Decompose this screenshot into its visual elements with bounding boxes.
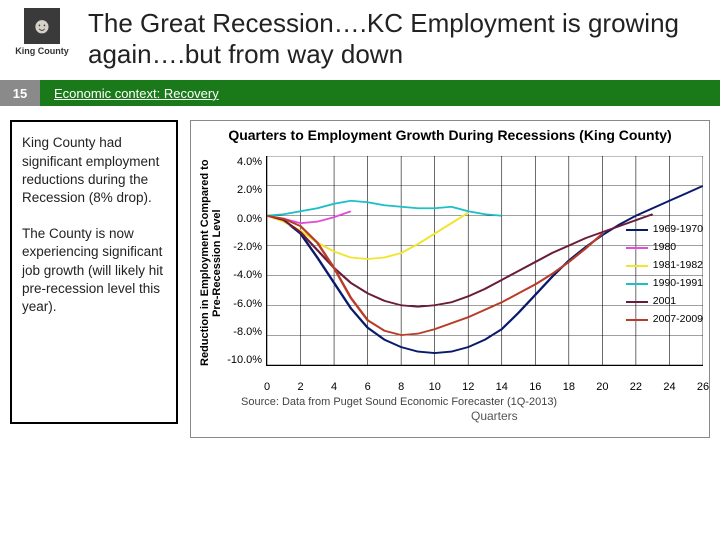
- y-tick: -10.0%: [227, 354, 262, 366]
- page-title: The Great Recession….KC Employment is gr…: [88, 8, 708, 70]
- x-tick: 4: [331, 381, 337, 393]
- x-tick: 12: [462, 381, 474, 393]
- legend-swatch: [626, 247, 648, 249]
- legend-item: 1980: [626, 239, 703, 257]
- section-label: Economic context: Recovery: [40, 80, 720, 106]
- logo-text: King County: [12, 46, 72, 56]
- y-tick: -8.0%: [227, 326, 262, 338]
- legend-item: 2007-2009: [626, 311, 703, 329]
- x-tick: 8: [398, 381, 404, 393]
- legend: 1969-197019801981-19821990-199120012007-…: [626, 221, 703, 328]
- x-tick: 20: [596, 381, 608, 393]
- y-ticks: 4.0% 2.0% 0.0% -2.0% -4.0% -6.0% -8.0% -10.0%: [225, 156, 266, 366]
- chart-title: Quarters to Employment Growth During Rec…: [197, 127, 703, 144]
- x-tick: 2: [298, 381, 304, 393]
- legend-swatch: [626, 319, 648, 321]
- legend-item: 1990-1991: [626, 275, 703, 293]
- logo-icon: ☻: [24, 8, 60, 44]
- y-tick: 4.0%: [227, 156, 262, 168]
- sidebar: King County had significant employment r…: [10, 120, 178, 424]
- legend-item: 2001: [626, 293, 703, 311]
- x-tick: 0: [264, 381, 270, 393]
- content: King County had significant employment r…: [0, 106, 720, 438]
- legend-label: 2007-2009: [653, 311, 703, 329]
- y-tick: -2.0%: [227, 241, 262, 253]
- x-tick: 18: [563, 381, 575, 393]
- y-axis-label: Reduction in Employment Compared to Pre-…: [197, 148, 225, 378]
- logo: ☻ King County: [12, 8, 72, 56]
- x-tick: 16: [529, 381, 541, 393]
- legend-swatch: [626, 301, 648, 303]
- legend-label: 1980: [653, 239, 676, 257]
- x-tick: 10: [429, 381, 441, 393]
- legend-item: 1981-1982: [626, 257, 703, 275]
- x-tick: 22: [630, 381, 642, 393]
- legend-label: 1990-1991: [653, 275, 703, 293]
- x-tick: 14: [496, 381, 508, 393]
- x-tick: 6: [365, 381, 371, 393]
- y-tick: 0.0%: [227, 213, 262, 225]
- y-tick: 2.0%: [227, 184, 262, 196]
- page-number: 15: [0, 80, 40, 106]
- sidebar-para-2: The County is now experiencing significa…: [22, 225, 166, 316]
- section-bar: 15 Economic context: Recovery: [0, 80, 720, 106]
- legend-swatch: [626, 229, 648, 231]
- chart-source: Source: Data from Puget Sound Economic F…: [241, 396, 703, 408]
- y-tick: -4.0%: [227, 269, 262, 281]
- plot-area: Reduction in Employment Compared to Pre-…: [197, 148, 703, 378]
- x-tick: 26: [697, 381, 709, 393]
- x-tick: 24: [663, 381, 675, 393]
- legend-label: 1981-1982: [653, 257, 703, 275]
- chart: Quarters to Employment Growth During Rec…: [190, 120, 710, 438]
- sidebar-para-1: King County had significant employment r…: [22, 134, 166, 207]
- legend-label: 2001: [653, 293, 676, 311]
- legend-item: 1969-1970: [626, 221, 703, 239]
- header: ☻ King County The Great Recession….KC Em…: [0, 0, 720, 74]
- y-tick: -6.0%: [227, 298, 262, 310]
- x-axis-label: Quarters: [471, 409, 518, 423]
- legend-label: 1969-1970: [653, 221, 703, 239]
- legend-swatch: [626, 265, 648, 267]
- legend-swatch: [626, 283, 648, 285]
